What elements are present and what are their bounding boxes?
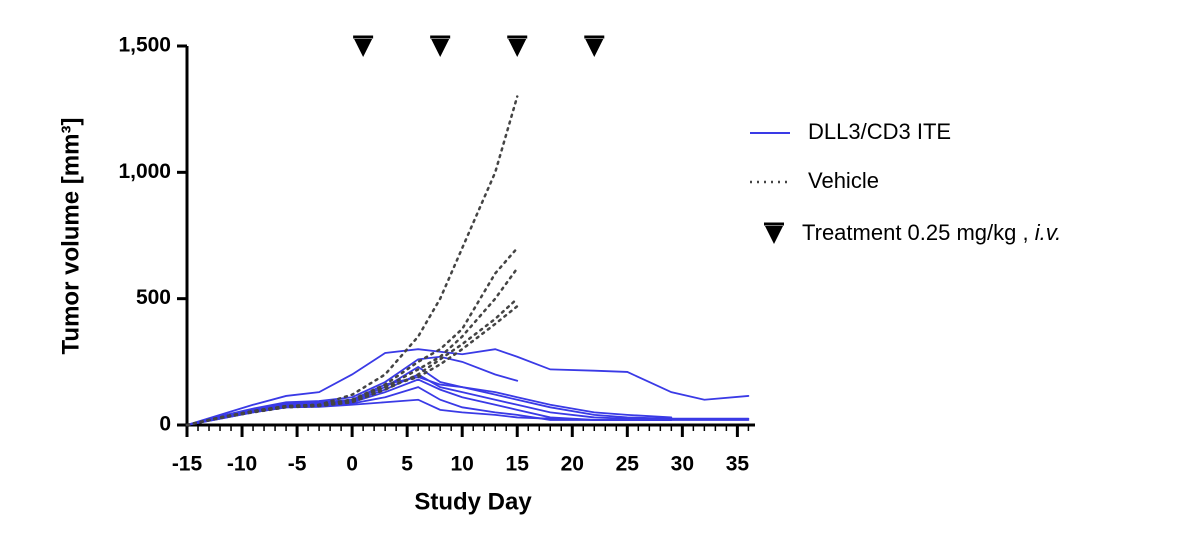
x-tick-label: 35: [726, 453, 750, 476]
legend-label: Vehicle: [808, 168, 879, 193]
x-tick-label: 10: [451, 453, 474, 476]
y-tick-label: 1,500: [118, 34, 171, 57]
series-line: [186, 376, 673, 426]
legend-label: DLL3/CD3 ITE: [808, 119, 951, 144]
x-tick-label: 5: [401, 453, 413, 476]
series-line: [185, 95, 519, 427]
series-line: [186, 373, 673, 426]
series-line: [185, 267, 519, 427]
x-tick-label: -10: [227, 453, 257, 476]
y-axis-label: Tumor volume [mm³]: [57, 118, 84, 355]
series-line: [185, 297, 519, 427]
x-tick-label: 20: [561, 453, 584, 476]
treatment-marker: [431, 39, 450, 57]
y-tick-label: 1,000: [118, 160, 171, 183]
treatment-marker: [354, 39, 373, 57]
legend-label-text: Treatment 0.25 mg/kg ,: [802, 220, 1035, 245]
x-tick-label: 30: [671, 453, 694, 476]
x-tick-label: -15: [172, 453, 203, 476]
treatment-marker: [508, 39, 527, 57]
x-tick-label: 15: [506, 453, 530, 476]
legend-label: Treatment 0.25 mg/kg , i.v.: [802, 220, 1061, 245]
series-line: [185, 304, 519, 427]
legend-treatment-marker: [765, 226, 783, 244]
y-tick-label: 0: [159, 413, 171, 436]
x-tick-label: 25: [616, 453, 640, 476]
series-line: [186, 355, 519, 426]
x-tick-label: 0: [346, 453, 358, 476]
series-line: [186, 348, 750, 426]
x-tick-label: -5: [288, 453, 307, 476]
legend-label-italic: i.v.: [1035, 220, 1061, 245]
treatment-marker: [585, 39, 604, 57]
x-axis-label: Study Day: [414, 488, 532, 515]
y-tick-label: 500: [136, 286, 171, 309]
series-line: [186, 365, 750, 426]
